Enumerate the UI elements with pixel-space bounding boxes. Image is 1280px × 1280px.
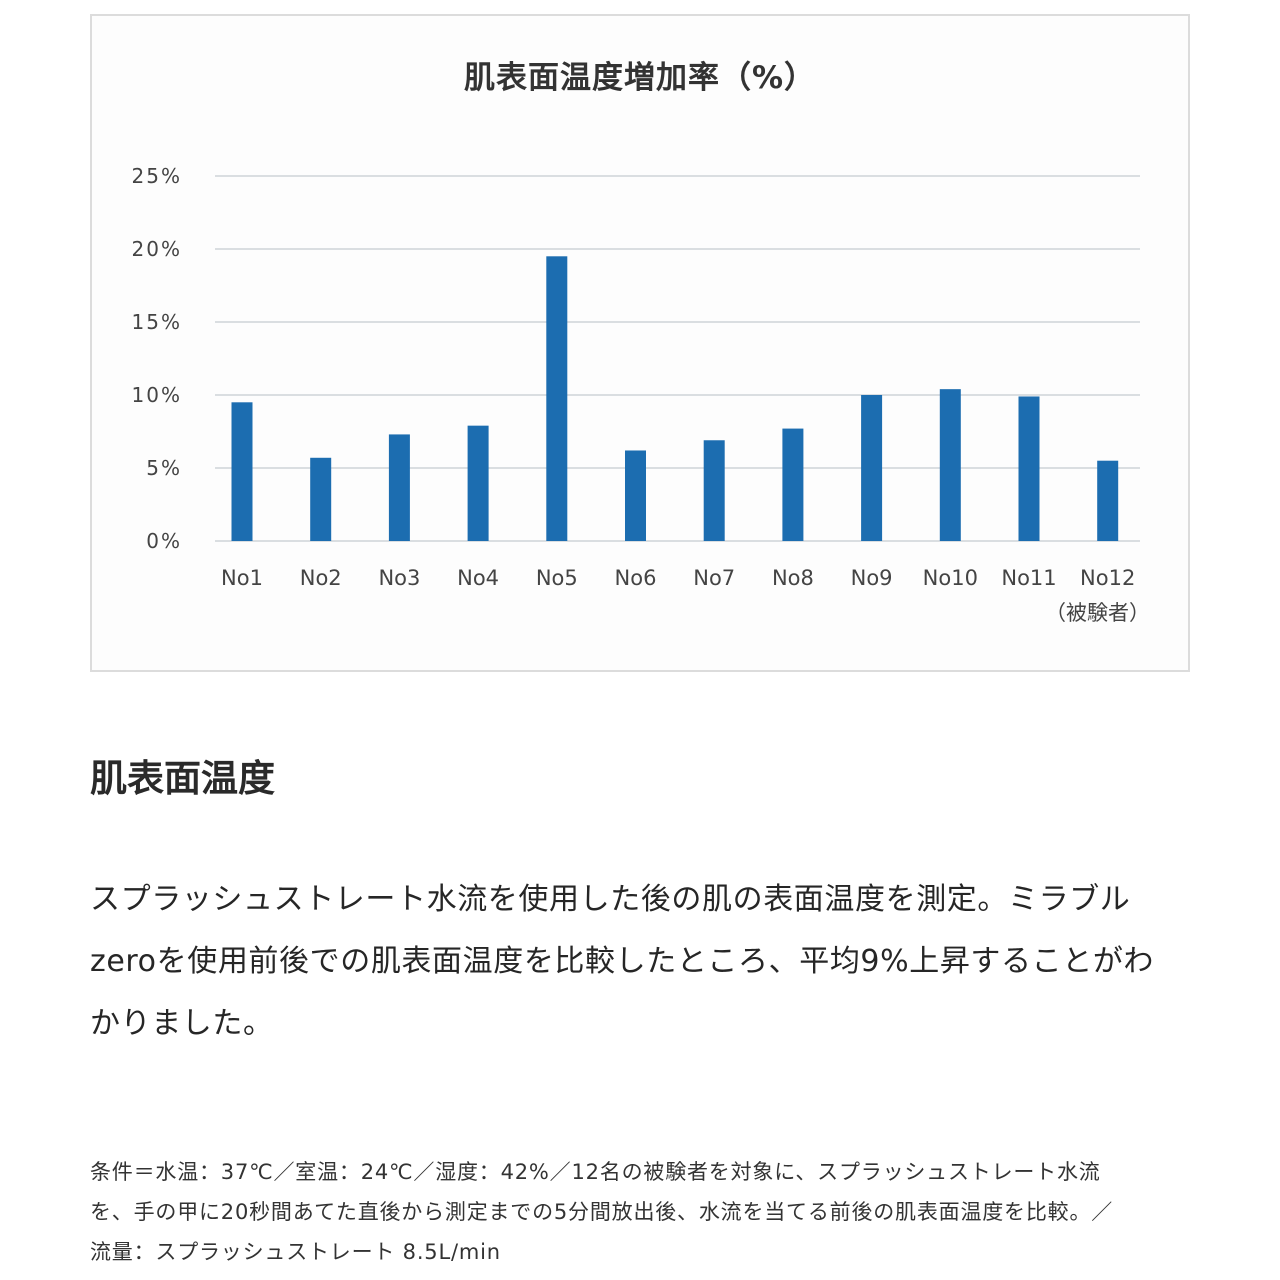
- bar-no4: [467, 425, 489, 541]
- x-tick-label: No6: [615, 566, 657, 590]
- x-tick-label: No3: [378, 566, 420, 590]
- y-tick-label: 25%: [132, 164, 182, 188]
- bar-no3: [388, 434, 410, 541]
- note-line: 流量：スプラッシュストレート 8.5L/min: [90, 1240, 501, 1264]
- note-line: を、手の甲に20秒間あてた直後から測定までの5分間放出後、水流を当てる前後の肌表…: [90, 1200, 1114, 1224]
- paragraph-line: zeroを使用前後での肌表面温度を比較したところ、平均9%上昇することがわ: [90, 944, 1155, 979]
- x-axis-title: （被験者）: [1045, 601, 1150, 625]
- bar-no5: [546, 256, 568, 541]
- description-paragraph: スプラッシュストレート水流を使用した後の肌の表面温度を測定。ミラブル zeroを…: [90, 869, 1154, 1055]
- x-tick-label: No10: [923, 566, 978, 590]
- bar-no2: [310, 457, 332, 541]
- x-tick-label: No8: [772, 566, 814, 590]
- y-tick-label: 0%: [146, 529, 182, 553]
- x-tick-label: No2: [300, 566, 342, 590]
- bar-chart: 0%5%10%15%20%25% No1 No2 No3 No4 No5 No6 No7 No…: [132, 164, 1150, 625]
- bar-no7: [703, 440, 725, 541]
- bar-no10: [939, 389, 961, 541]
- bar-no12: [1097, 460, 1119, 541]
- x-tick-label: No11: [1001, 566, 1056, 590]
- x-tick-label: No12: [1080, 566, 1135, 590]
- x-tick-label: No1: [221, 566, 263, 590]
- chart-title: 肌表面温度増加率（%）: [463, 60, 817, 96]
- x-tick-label: No5: [536, 566, 578, 590]
- bar-no9: [861, 395, 883, 541]
- y-tick-label: 10%: [132, 383, 182, 407]
- conditions-note: 条件＝水温：37℃／室温：24℃／湿度：42%／12名の被験者を対象に、スプラッ…: [90, 1152, 1113, 1272]
- y-tick-label: 15%: [132, 310, 182, 334]
- y-tick-label: 20%: [132, 237, 182, 261]
- gridlines: [215, 175, 1140, 542]
- paragraph-line: スプラッシュストレート水流を使用した後の肌の表面温度を測定。ミラブル: [90, 882, 1131, 917]
- note-line: 条件＝水温：37℃／室温：24℃／湿度：42%／12名の被験者を対象に、スプラッ…: [90, 1160, 1101, 1184]
- bar-no1: [231, 402, 253, 541]
- bar-no6: [625, 450, 646, 541]
- y-tick-label: 5%: [146, 456, 182, 480]
- chart-panel: 肌表面温度増加率（%） 0% 5% 10% 15% 20% 25% No1 No2 No3 No…: [90, 14, 1190, 672]
- x-tick-label: No9: [851, 566, 893, 590]
- y-axis-labels: 0% 5% 10% 15% 20% 25%: [132, 164, 182, 553]
- bars: [231, 256, 1119, 541]
- bar-no8: [782, 428, 804, 541]
- paragraph-line: かりました。: [90, 1006, 274, 1041]
- x-tick-label: No4: [457, 566, 499, 590]
- x-axis-labels: No1 No2 No3 No4 No5 No6 No7 No8 No9 No10 No11 No12: [221, 566, 1135, 590]
- bar-no11: [1018, 396, 1040, 541]
- section-heading: 肌表面温度: [90, 757, 275, 800]
- x-tick-label: No7: [693, 566, 735, 590]
